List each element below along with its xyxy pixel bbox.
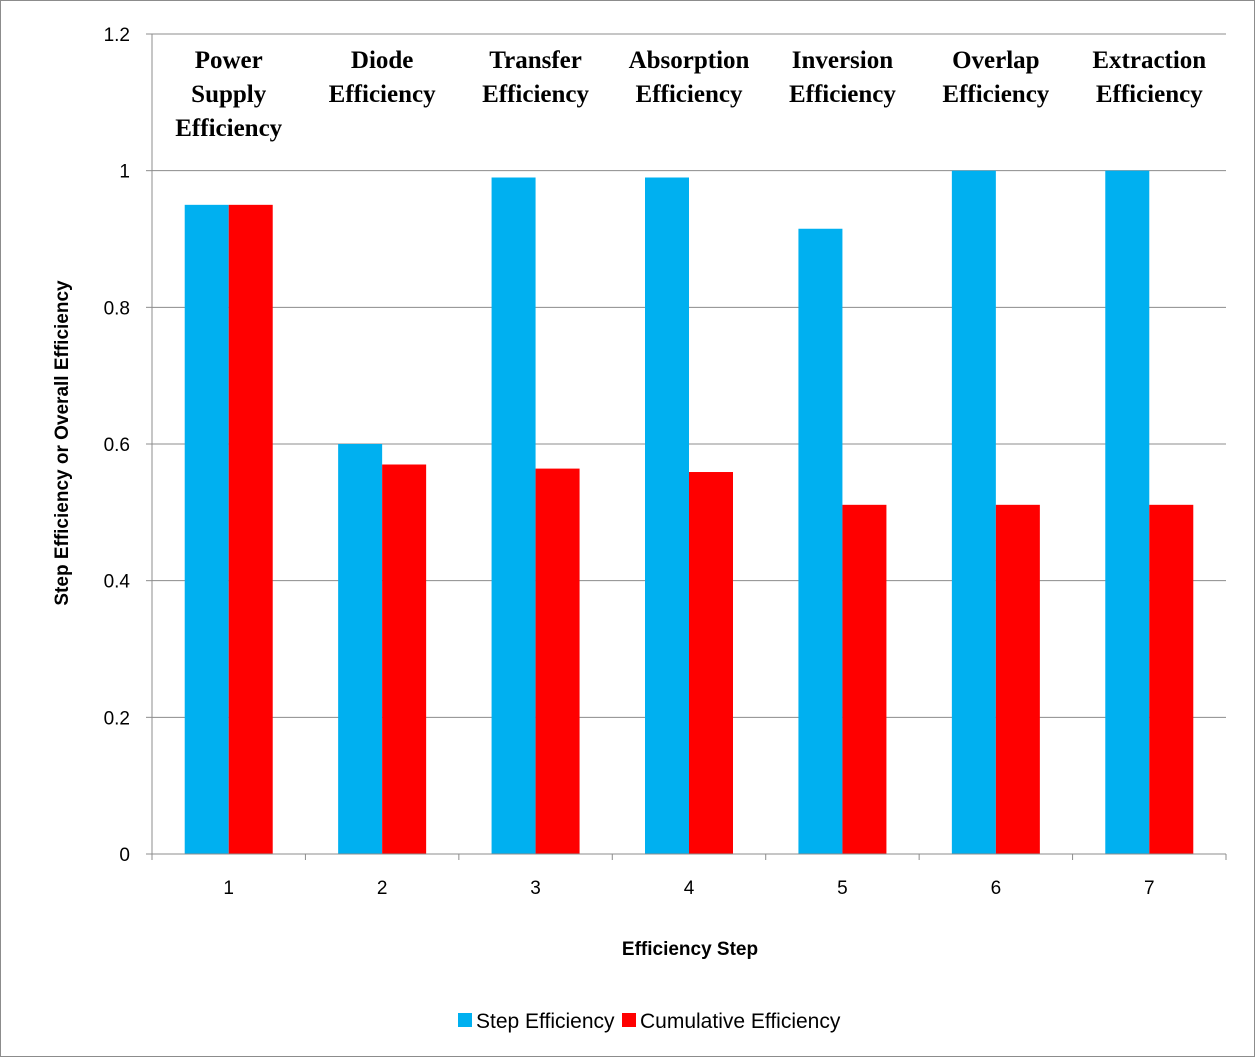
x-tick-label: 2: [377, 878, 388, 899]
step-annotation: Absorption Efficiency: [629, 47, 750, 108]
bar-step-efficiency: [184, 204, 229, 855]
x-axis-title: Efficiency Step: [622, 939, 758, 960]
bar-step-efficiency: [645, 177, 689, 854]
x-tick-label: 1: [223, 878, 234, 899]
bar-step-efficiency: [951, 170, 996, 854]
step-annotation: Inversion Efficiency: [789, 47, 896, 108]
x-tick-label: 6: [991, 878, 1002, 899]
y-tick-label: 0: [119, 845, 130, 866]
legend-swatch-step: [458, 1013, 472, 1027]
legend-label-step: Step Efficiency: [476, 1010, 615, 1033]
x-tick-label: 5: [837, 878, 848, 899]
bar-cumulative-efficiency: [535, 468, 580, 854]
step-annotation: Transfer Efficiency: [482, 47, 589, 108]
bar-cumulative-efficiency: [382, 464, 427, 854]
y-tick-label: 1.2: [104, 25, 130, 46]
bar-cumulative-efficiency: [1149, 504, 1194, 854]
x-tick-label: 3: [530, 878, 541, 899]
bar-step-efficiency: [798, 228, 843, 854]
y-tick-label: 0.2: [104, 708, 130, 729]
gridlines: [152, 33, 1226, 718]
bar-cumulative-efficiency: [842, 504, 887, 854]
bar-cumulative-efficiency: [995, 504, 1040, 854]
step-annotation: Diode Efficiency: [329, 47, 436, 108]
bars: [184, 170, 1194, 855]
y-tick-label: 0.4: [104, 572, 131, 593]
x-tick-label: 4: [684, 878, 695, 899]
bar-step-efficiency: [491, 177, 536, 854]
y-tick-label: 0.6: [104, 435, 130, 456]
step-annotation: Extraction Efficiency: [1092, 47, 1206, 108]
legend-label-cumulative: Cumulative Efficiency: [640, 1010, 841, 1033]
legend: Step Efficiency Cumulative Efficiency: [458, 1010, 841, 1033]
bar-cumulative-efficiency: [689, 472, 733, 854]
annotations: Power Supply Efficiency Diode Efficiency Tran…: [175, 47, 1206, 142]
x-tick-label: 7: [1144, 878, 1155, 899]
bar-step-efficiency: [1105, 170, 1150, 854]
step-annotation: Power Supply Efficiency: [175, 47, 282, 142]
y-tick-label: 0.8: [104, 298, 130, 319]
legend-swatch-cumulative: [622, 1013, 636, 1027]
y-axis-title: Step Efficiency or Overall Efficiency: [52, 280, 73, 606]
bar-step-efficiency: [338, 444, 383, 854]
step-annotation: Overlap Efficiency: [942, 47, 1049, 108]
axes: 0 0.2 0.4 0.6 0.8 1 1.2 1 2 3 4 5 6 7: [104, 25, 1227, 899]
bar-cumulative-efficiency: [228, 204, 273, 855]
y-tick-label: 1: [119, 162, 130, 183]
